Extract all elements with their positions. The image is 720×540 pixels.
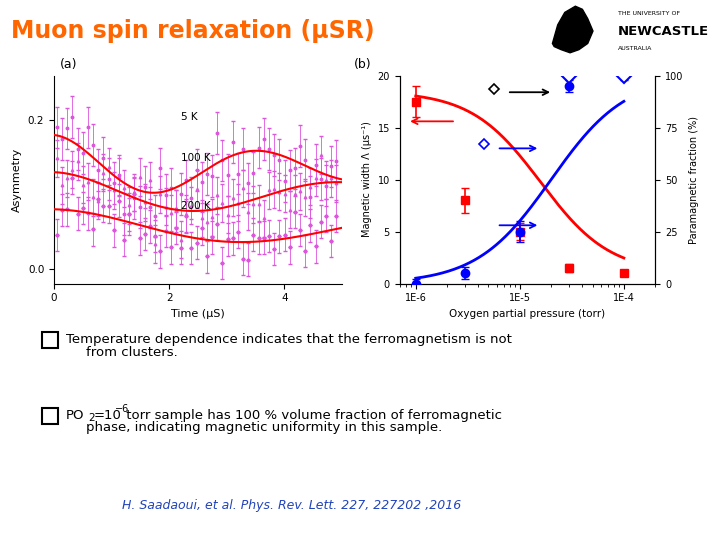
Text: 5 K: 5 K <box>181 112 197 122</box>
Text: (a): (a) <box>60 58 77 71</box>
X-axis label: Time (μS): Time (μS) <box>171 309 225 319</box>
Text: H. Saadaoui, et al. Phys. Rev. Lett. 227, 227202 ,2016: H. Saadaoui, et al. Phys. Rev. Lett. 227… <box>122 500 462 512</box>
Text: Muon spin relaxation (μSR): Muon spin relaxation (μSR) <box>11 19 374 43</box>
Text: (b): (b) <box>354 58 372 71</box>
Text: Temperature dependence indicates that the ferromagnetism is not: Temperature dependence indicates that th… <box>66 333 512 346</box>
Y-axis label: Paramagnetic fraction (%): Paramagnetic fraction (%) <box>689 116 699 244</box>
Y-axis label: Magnetic width Λ (μs⁻¹): Magnetic width Λ (μs⁻¹) <box>362 122 372 238</box>
Text: phase, indicating magnetic uniformity in this sample.: phase, indicating magnetic uniformity in… <box>86 421 443 434</box>
Text: 100 K: 100 K <box>181 153 210 163</box>
Text: 2: 2 <box>88 413 94 423</box>
X-axis label: Oxygen partial pressure (torr): Oxygen partial pressure (torr) <box>449 309 606 319</box>
Text: PO: PO <box>66 409 85 422</box>
Text: −6: −6 <box>115 404 130 415</box>
Text: THE UNIVERSITY OF: THE UNIVERSITY OF <box>618 11 680 16</box>
Text: 200 K: 200 K <box>181 201 210 211</box>
Y-axis label: Asymmetry: Asymmetry <box>12 147 22 212</box>
Polygon shape <box>552 6 593 53</box>
Text: from clusters.: from clusters. <box>86 346 178 359</box>
Text: NEWCASTLE: NEWCASTLE <box>618 24 708 38</box>
Text: torr sample has 100 % volume fraction of ferromagnetic: torr sample has 100 % volume fraction of… <box>122 409 503 422</box>
Text: AUSTRALIA: AUSTRALIA <box>618 46 652 51</box>
Text: =10: =10 <box>94 409 122 422</box>
